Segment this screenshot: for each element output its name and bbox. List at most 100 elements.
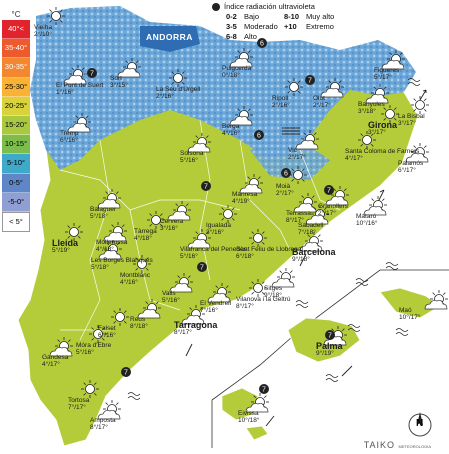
- sun-cloud-icon: [49, 337, 73, 357]
- city-name: Palamós: [398, 160, 424, 167]
- uv-markers: 7 6 7 6 6 7 7 7 7 7 7: [87, 38, 335, 394]
- sun-cloud-icon: [229, 48, 253, 68]
- sun-cloud-icon: [111, 308, 129, 326]
- sea-wave-marks: [127, 78, 421, 400]
- city-label: Figueres 5°/17°: [374, 67, 399, 81]
- scale-band: 30-35°: [2, 58, 30, 78]
- uv-dot-icon: [212, 3, 220, 11]
- city-label: Berga 4°/16°: [222, 123, 240, 137]
- uv-range: 8-10: [284, 12, 300, 21]
- city-temperature: 7°/16°: [200, 307, 218, 314]
- city-name: Palma: [316, 341, 343, 351]
- city-temperature: 3°/17°: [398, 120, 416, 127]
- sun-cloud-icon: [239, 174, 263, 194]
- city-temperature: 8°/18°: [130, 323, 148, 330]
- city-label: Girona 3°/17°: [368, 121, 397, 137]
- sun-cloud-icon: [299, 232, 323, 252]
- city-name: Mataró: [356, 213, 377, 220]
- city-name: Banyoles: [358, 101, 385, 108]
- city-name: Mollerussa: [96, 239, 128, 246]
- uv-marker-value: 7: [328, 333, 332, 340]
- city-label: Reus 8°/18°: [130, 316, 148, 330]
- city-temperature: 10°/17°: [399, 314, 421, 321]
- city-label: Montblanc 4°/16°: [120, 272, 150, 286]
- city-label: Olot 2°/17°: [313, 95, 331, 109]
- city-label: Cervera 3°/16°: [160, 218, 183, 232]
- sun-cloud-icon: [325, 186, 349, 206]
- uv-range: 0-2: [226, 12, 237, 21]
- brand-sub: METEOROLOGIA: [398, 444, 431, 449]
- sun-cloud-icon: [103, 222, 127, 242]
- city-temperature: 5°/18°: [91, 264, 109, 271]
- city-name: Maó: [399, 307, 412, 314]
- city-name: Montblanc: [120, 272, 150, 279]
- city-temperature: 3°/16°: [206, 229, 224, 236]
- uv-marker-value: 6: [257, 133, 261, 140]
- sun-cloud-icon: [219, 205, 237, 223]
- city-label: Mataró 10°/16°: [356, 213, 377, 227]
- uv-range: [284, 32, 306, 42]
- city-label: Sant Feliu de Llobregat 6°/18°: [236, 246, 303, 260]
- city-name: La Bisbal: [398, 113, 425, 120]
- uv-marker-value: 7: [262, 387, 266, 394]
- city-name: Vic: [288, 147, 297, 154]
- montseny-area: [250, 140, 330, 180]
- city-temperature: 3°/17°: [368, 129, 386, 136]
- sun-cloud-icon: [381, 50, 405, 70]
- uv-marker: 7: [305, 75, 315, 85]
- compass-rose: N: [406, 408, 434, 438]
- sun-cloud-icon: [405, 143, 429, 163]
- uv-marker: 7: [87, 68, 97, 78]
- city-temperature: 5°/16°: [180, 157, 198, 164]
- city-temperature: 3°/15°: [110, 82, 128, 89]
- city-name: Lleida: [52, 238, 79, 248]
- city-label: Valls 5°/16°: [162, 290, 180, 304]
- city-name: Manresa: [232, 191, 258, 198]
- city-name: Gandesa: [42, 354, 69, 361]
- city-name: Tàrrega: [134, 228, 157, 235]
- city-label: Igualada 3°/16°: [206, 222, 231, 236]
- scale-band: 25-30°: [2, 77, 30, 97]
- uv-marker-value: 7: [200, 265, 204, 272]
- city-label: Palamós 6°/17°: [398, 160, 423, 174]
- city-name: Amposta: [90, 417, 116, 424]
- city-label: Mollerussa 4°/18°: [96, 239, 127, 253]
- sun-cloud-icon: [365, 84, 389, 104]
- city-label: Vilafranca del Penedès 5°/16°: [180, 246, 247, 260]
- scale-band: 35-40°: [2, 39, 30, 59]
- city-label: El Vendrell 7°/16°: [200, 300, 231, 314]
- city-name: Balaguer: [90, 206, 117, 213]
- sun-cloud-icon: [358, 131, 376, 149]
- sun-cloud-icon: [187, 229, 211, 249]
- uv-range: +10: [284, 22, 297, 31]
- city-name: Solsona: [180, 150, 204, 157]
- sun-cloud-icon: [320, 78, 344, 98]
- uv-level: Alto: [244, 32, 257, 41]
- city-label: El Pont de Suert 1°/16°: [56, 82, 103, 96]
- city-name: Figueres: [374, 67, 400, 74]
- city-label: Palma 9°/19°: [316, 341, 343, 358]
- city-temperature: 9°/19°: [316, 350, 334, 357]
- fog-marks: [282, 127, 300, 135]
- sun-cloud-icon: [133, 255, 151, 273]
- city-name: Sort: [110, 75, 122, 82]
- uv-marker-value: 6: [260, 41, 264, 48]
- sun-cloud-icon: [323, 326, 347, 346]
- andorra-area: [140, 26, 200, 52]
- city-temperature: 10°/18°: [238, 417, 260, 424]
- city-temperature: 2°/17°: [276, 190, 294, 197]
- city-name: Olot: [313, 95, 325, 102]
- temperature-scale: °C 40°< 35-40° 30-35° 25-30° 20-25° 15-20° 10-…: [2, 10, 30, 233]
- city-temperature: 6°/18°: [236, 253, 254, 260]
- city-name: Vielha: [34, 24, 52, 31]
- city-name: Sabadell: [298, 222, 324, 229]
- city-label: Moià 2°/17°: [276, 183, 294, 197]
- uv-marker: 7: [259, 384, 269, 394]
- city-temperature: 8°/17°: [90, 424, 108, 431]
- sun-cloud-icon: [249, 279, 267, 297]
- city-label: La Seu d'Urgell 2°/16°: [156, 86, 200, 100]
- sun-cloud-icon: [207, 283, 231, 303]
- wind-arrows: [185, 89, 427, 427]
- city-temperature: 2°/17°: [313, 102, 331, 109]
- weather-icons: [47, 7, 448, 420]
